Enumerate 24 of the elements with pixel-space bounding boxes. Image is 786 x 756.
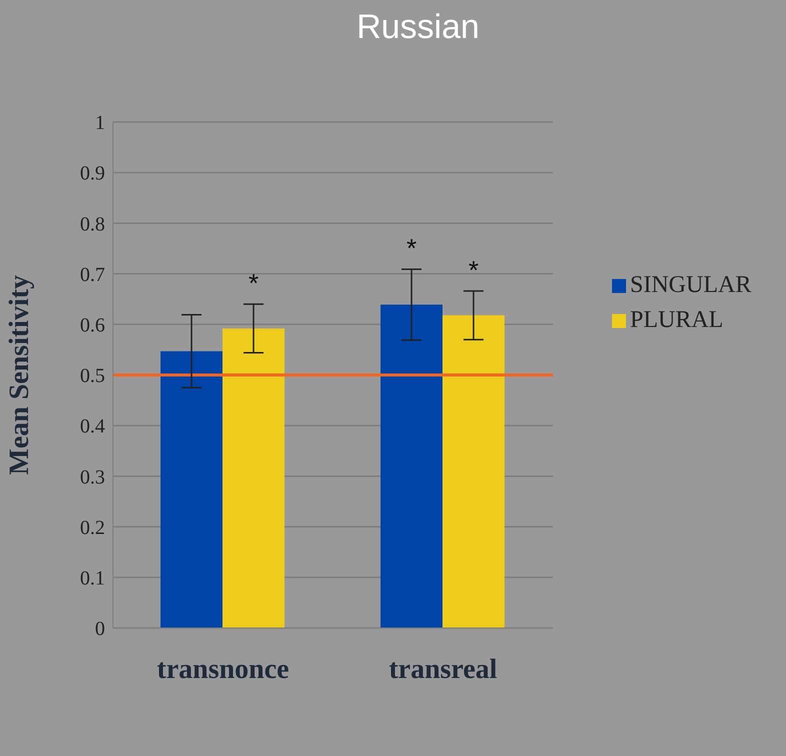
data-label: * [248,268,259,298]
y-tick-label: 0.6 [80,314,105,336]
x-tick-label: transnonce [156,654,290,685]
bar [160,351,223,628]
y-tick-label: 0.2 [80,516,105,539]
chart-title: Russian [356,8,480,47]
bar [380,304,443,628]
y-tick-label: 0.1 [80,568,105,590]
bar [222,328,285,628]
y-tick-label: 1 [95,112,105,134]
legend-label: PLURAL [629,307,724,334]
bar [442,315,505,628]
data-label: * [468,255,479,286]
y-tick-label: 0.5 [80,365,105,388]
legend-label: SINGULAR [629,272,752,299]
y-axis-title: Mean Sensitivity [4,275,35,475]
data-label: * [406,233,417,264]
y-tick-label: 0.9 [80,162,105,185]
y-tick-label: 0.8 [80,213,105,236]
x-tick-label: transreal [388,654,498,685]
y-tick-label: 0.3 [80,466,105,488]
y-tick-label: 0.4 [80,416,105,438]
y-tick-label: 0 [95,618,105,640]
y-tick-label: 0.7 [80,264,105,286]
